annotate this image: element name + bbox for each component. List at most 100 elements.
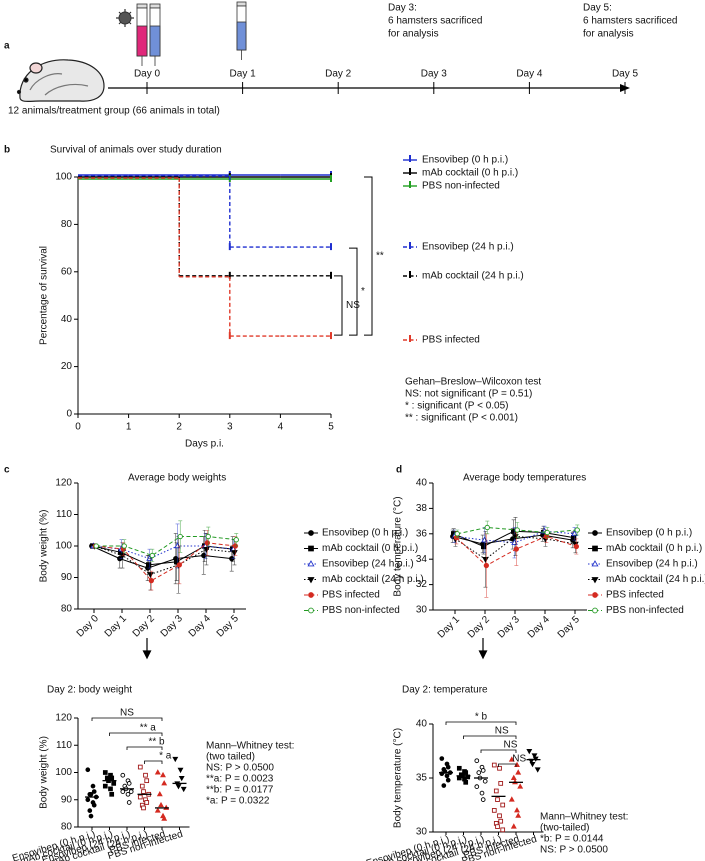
data-point <box>90 783 96 789</box>
data-point <box>491 762 497 768</box>
day-label: Day 5 <box>612 69 639 80</box>
data-point <box>148 578 155 584</box>
y-axis-label: Body temperature (°C) <box>393 728 404 828</box>
data-point <box>482 778 488 784</box>
x-tick-label: 2 <box>176 422 182 433</box>
data-point <box>571 530 578 537</box>
data-point <box>481 536 488 543</box>
comparison-label: NS <box>120 708 134 719</box>
data-point <box>495 824 500 829</box>
data-point <box>445 777 451 783</box>
x-tick-label: Day 5 <box>556 614 583 641</box>
comparison-label: * a <box>159 751 172 762</box>
data-point <box>93 543 99 549</box>
x-tick-label: Day 5 <box>215 613 242 640</box>
data-point <box>111 781 117 786</box>
data-point <box>480 797 486 802</box>
comparison-line <box>144 760 163 764</box>
data-point <box>180 786 187 793</box>
data-point <box>441 783 447 788</box>
test-note: NS: P > 0.0500 <box>540 845 608 856</box>
x-tick-label: 0 <box>75 422 81 433</box>
x-tick-label: Day 2 <box>466 614 493 641</box>
legend-marker <box>591 560 599 567</box>
legend-label: Ensovibep (24 h p.i.) <box>606 559 698 570</box>
test-note: Mann–Whitney test: <box>540 812 628 823</box>
data-point <box>145 562 152 568</box>
y-tick-label: 110 <box>56 509 72 520</box>
day-label: Day 0 <box>134 69 161 80</box>
y-axis-label: Body temperature (°C) <box>393 496 404 596</box>
data-point <box>143 772 148 778</box>
sacrifice-note: Day 3: <box>388 3 417 14</box>
day-label: Day 4 <box>516 69 543 80</box>
data-point <box>102 770 108 775</box>
legend-marker <box>592 530 598 536</box>
legend-label: Ensovibep (0 h p.i.) <box>606 528 692 539</box>
hamster-eye <box>23 77 29 83</box>
legend-label: mAb cocktail (0 h p.i.) <box>606 543 702 554</box>
data-point <box>85 767 91 773</box>
plunger <box>149 3 161 9</box>
x-tick-label: Day 3 <box>496 614 523 641</box>
legend-label: PBS infected <box>322 590 380 601</box>
data-point <box>144 778 150 784</box>
data-point <box>497 765 502 771</box>
day-label: Day 2 <box>325 69 352 80</box>
y-tick-label: 100 <box>55 767 72 778</box>
day-label: Day 1 <box>230 69 257 80</box>
x-tick-label: Day 0 <box>75 613 102 640</box>
data-point <box>513 546 519 552</box>
data-point <box>510 774 517 780</box>
data-point <box>102 783 108 789</box>
legend-marker <box>308 607 314 614</box>
timeline-caption: 12 animals/treatment group (66 animals i… <box>8 106 220 117</box>
data-point <box>515 812 522 818</box>
legend-label: PBS infected <box>606 590 664 601</box>
comparison-label: ** a <box>140 723 157 734</box>
syringe-day0-a <box>136 3 148 66</box>
comparison-line <box>463 735 517 739</box>
data-point <box>120 789 126 794</box>
y-tick-label: 80 <box>61 219 73 230</box>
data-point <box>91 802 97 808</box>
test-note: (two-tailed) <box>540 823 589 834</box>
data-point <box>529 761 536 768</box>
test-note: Mann–Whitney test: <box>206 741 294 752</box>
test-note: *b: P = 0.0144 <box>540 834 604 845</box>
data-point <box>137 794 143 800</box>
data-point <box>474 784 480 789</box>
data-point <box>512 534 519 541</box>
data-point <box>161 815 168 821</box>
test-note: (two tailed) <box>206 752 255 763</box>
y-tick-label: 80 <box>61 822 73 833</box>
data-point <box>510 823 517 829</box>
data-point <box>479 790 485 796</box>
panel-label: d <box>396 465 402 476</box>
significance-label: NS <box>346 300 360 311</box>
comparison-line <box>498 763 517 767</box>
y-tick-label: 36 <box>416 528 428 539</box>
legend-marker <box>308 545 314 552</box>
legend-label: mAb cocktail (24 h p.i.) <box>422 271 524 282</box>
sacrifice-note: for analysis <box>388 29 439 40</box>
significance-label: * <box>361 286 365 297</box>
y-tick-label: 0 <box>66 409 72 420</box>
data-point <box>154 769 161 775</box>
x-tick-label: Day 3 <box>159 613 186 640</box>
data-point <box>508 796 515 802</box>
data-point <box>88 791 94 797</box>
legend-label: mAb cocktail (0 h p.i.) <box>322 543 418 554</box>
y-axis-label: Body weight (%) <box>39 736 50 809</box>
data-point <box>175 784 182 790</box>
y-axis-label: Percentage of survival <box>39 246 50 345</box>
legend-marker <box>592 592 598 598</box>
y-tick-label: 40 <box>416 719 428 730</box>
y-tick-label: 20 <box>61 361 73 372</box>
data-point <box>149 552 155 559</box>
data-point <box>177 767 184 774</box>
data-point <box>231 550 238 556</box>
x-tick-label: 4 <box>278 422 284 433</box>
